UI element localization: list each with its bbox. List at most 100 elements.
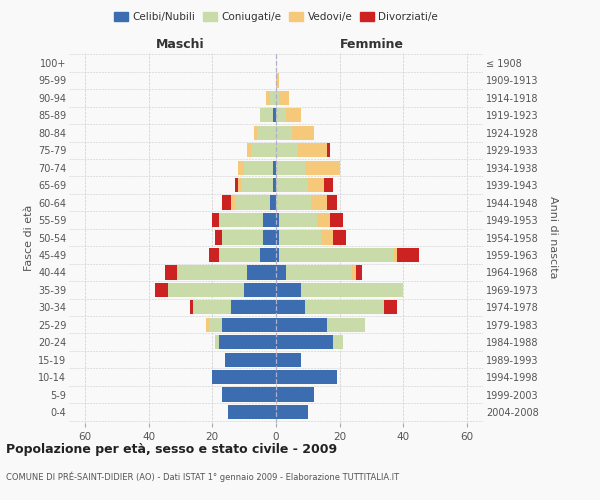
Bar — [235, 178, 238, 192]
Bar — [190, 300, 193, 314]
Bar — [327, 143, 330, 158]
Bar — [279, 230, 320, 244]
Bar — [215, 335, 218, 349]
Bar — [276, 282, 301, 297]
Bar — [327, 196, 337, 210]
Bar — [327, 318, 365, 332]
Bar — [218, 248, 260, 262]
Bar — [232, 300, 276, 314]
Bar — [257, 126, 276, 140]
Bar — [305, 160, 340, 175]
Bar — [222, 388, 276, 402]
Bar — [238, 178, 241, 192]
Bar — [384, 300, 397, 314]
Bar — [222, 196, 232, 210]
Bar — [276, 352, 301, 367]
Bar — [276, 335, 334, 349]
Bar — [260, 108, 273, 122]
Bar — [276, 74, 279, 88]
Bar — [286, 265, 352, 280]
Bar — [269, 90, 276, 105]
Bar — [209, 248, 218, 262]
Bar — [177, 265, 247, 280]
Bar — [276, 265, 286, 280]
Y-axis label: Fasce di età: Fasce di età — [23, 204, 34, 270]
Bar — [276, 178, 308, 192]
Bar — [266, 90, 269, 105]
Bar — [397, 248, 419, 262]
Bar — [276, 370, 337, 384]
Text: Popolazione per età, sesso e stato civile - 2009: Popolazione per età, sesso e stato civil… — [6, 442, 337, 456]
Bar — [218, 335, 276, 349]
Bar — [273, 178, 276, 192]
Bar — [155, 282, 168, 297]
Bar — [247, 143, 251, 158]
Bar — [320, 230, 334, 244]
Bar — [238, 160, 244, 175]
Bar — [193, 300, 232, 314]
Bar — [212, 213, 218, 227]
Bar — [235, 196, 269, 210]
Bar — [311, 196, 327, 210]
Text: COMUNE DI PRÉ-SAINT-DIDIER (AO) - Dati ISTAT 1° gennaio 2009 - Elaborazione TUTT: COMUNE DI PRÉ-SAINT-DIDIER (AO) - Dati I… — [6, 471, 399, 482]
Bar — [301, 282, 403, 297]
Bar — [273, 160, 276, 175]
Bar — [298, 143, 327, 158]
Bar — [276, 300, 305, 314]
Bar — [276, 90, 279, 105]
Bar — [334, 335, 343, 349]
Bar — [276, 213, 279, 227]
Bar — [206, 318, 209, 332]
Bar — [394, 248, 397, 262]
Bar — [276, 126, 292, 140]
Bar — [276, 160, 305, 175]
Bar — [263, 230, 276, 244]
Bar — [279, 248, 394, 262]
Text: Maschi: Maschi — [156, 38, 205, 51]
Bar — [215, 230, 222, 244]
Bar — [273, 108, 276, 122]
Text: Femmine: Femmine — [340, 38, 404, 51]
Bar — [269, 196, 276, 210]
Bar — [276, 230, 279, 244]
Bar — [244, 282, 276, 297]
Bar — [334, 230, 346, 244]
Bar — [276, 143, 298, 158]
Bar — [232, 196, 235, 210]
Bar — [276, 108, 286, 122]
Bar — [317, 213, 330, 227]
Bar — [209, 318, 222, 332]
Bar — [254, 126, 257, 140]
Bar — [247, 265, 276, 280]
Bar — [251, 143, 276, 158]
Bar — [263, 213, 276, 227]
Bar — [168, 282, 244, 297]
Bar — [279, 213, 317, 227]
Bar — [225, 352, 276, 367]
Bar — [276, 248, 279, 262]
Bar — [218, 213, 263, 227]
Bar — [276, 196, 311, 210]
Bar — [276, 405, 308, 419]
Bar — [352, 265, 356, 280]
Bar — [212, 370, 276, 384]
Bar — [308, 178, 324, 192]
Bar — [222, 318, 276, 332]
Legend: Celibi/Nubili, Coniugati/e, Vedovi/e, Divorziati/e: Celibi/Nubili, Coniugati/e, Vedovi/e, Di… — [110, 8, 442, 26]
Bar — [241, 178, 273, 192]
Bar — [222, 230, 263, 244]
Bar — [279, 90, 289, 105]
Bar — [260, 248, 276, 262]
Bar — [330, 213, 343, 227]
Bar — [356, 265, 362, 280]
Bar — [305, 300, 384, 314]
Bar — [286, 108, 301, 122]
Y-axis label: Anni di nascita: Anni di nascita — [548, 196, 558, 279]
Bar — [164, 265, 177, 280]
Bar — [292, 126, 314, 140]
Bar — [228, 405, 276, 419]
Bar — [324, 178, 334, 192]
Bar — [276, 388, 314, 402]
Bar — [244, 160, 273, 175]
Bar — [276, 318, 327, 332]
